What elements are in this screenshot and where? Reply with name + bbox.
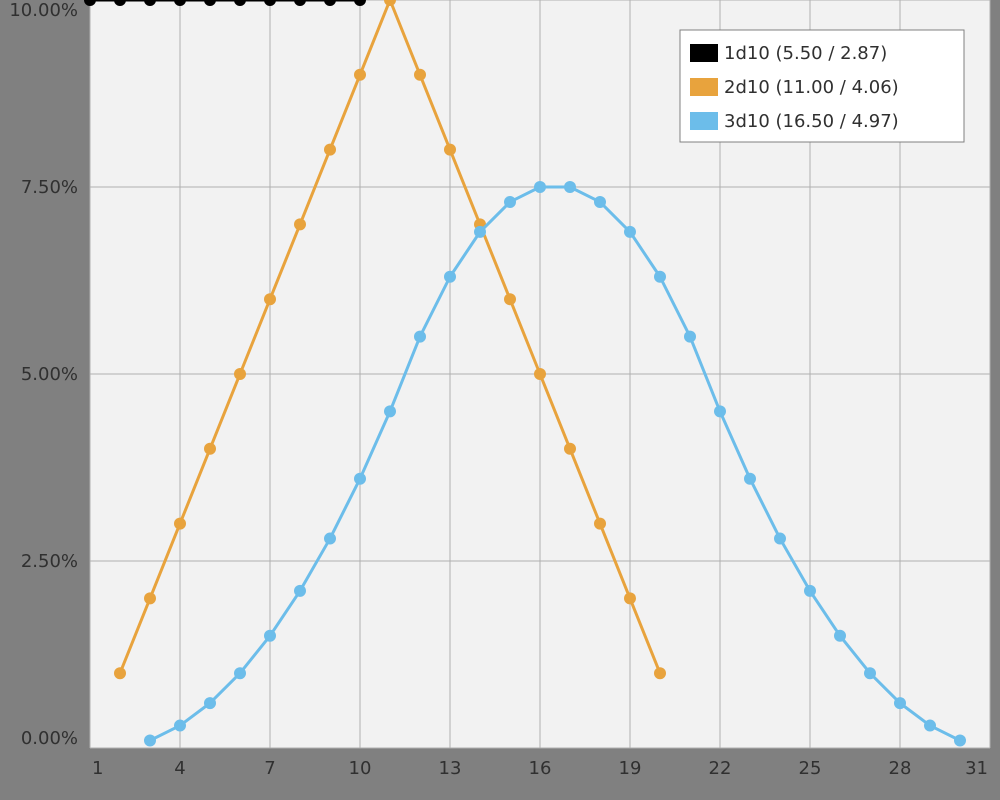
data-point <box>654 271 666 283</box>
data-point <box>294 218 306 230</box>
dice-probability-chart: 0.00% 2.50% 5.00% 7.50% 10.00% 1 4 7 10 13 16 19 22 2… <box>0 0 1000 800</box>
x-tick-label: 19 <box>619 758 642 779</box>
x-tick-label: 10 <box>349 758 372 779</box>
legend: 1d10 (5.50 / 2.87) 2d10 (11.00 / 4.06) 3d1… <box>680 30 964 142</box>
data-point <box>444 271 456 283</box>
data-point <box>324 144 336 156</box>
data-point <box>354 69 366 81</box>
x-tick-label: 7 <box>264 758 275 779</box>
x-tick-label: 4 <box>174 758 185 779</box>
data-point <box>414 331 426 343</box>
data-point <box>174 720 186 732</box>
data-point <box>744 473 756 485</box>
y-tick-label: 7.50% <box>21 177 78 198</box>
data-point <box>114 667 126 679</box>
data-point <box>714 405 726 417</box>
data-point <box>804 585 816 597</box>
x-tick-label: 31 <box>965 758 988 779</box>
x-tick-label: 25 <box>799 758 822 779</box>
data-point <box>654 667 666 679</box>
data-point <box>534 181 546 193</box>
legend-label: 1d10 (5.50 / 2.87) <box>724 43 887 64</box>
x-tick-label: 1 <box>92 758 103 779</box>
legend-swatch <box>690 44 718 62</box>
data-point <box>444 144 456 156</box>
data-point <box>144 735 156 747</box>
data-point <box>894 697 906 709</box>
data-point <box>204 443 216 455</box>
data-point <box>294 585 306 597</box>
y-tick-label: 10.00% <box>9 0 78 21</box>
data-point <box>594 518 606 530</box>
data-point <box>594 196 606 208</box>
data-point <box>624 592 636 604</box>
x-tick-label: 16 <box>529 758 552 779</box>
data-point <box>204 697 216 709</box>
x-tick-label: 22 <box>709 758 732 779</box>
data-point <box>864 667 876 679</box>
data-point <box>234 667 246 679</box>
legend-swatch <box>690 78 718 96</box>
y-tick-label: 5.00% <box>21 364 78 385</box>
data-point <box>564 443 576 455</box>
data-point <box>384 405 396 417</box>
data-point <box>924 720 936 732</box>
data-point <box>264 293 276 305</box>
legend-label: 3d10 (16.50 / 4.97) <box>724 111 899 132</box>
data-point <box>324 533 336 545</box>
data-point <box>174 518 186 530</box>
data-point <box>414 69 426 81</box>
y-tick-label: 2.50% <box>21 551 78 572</box>
data-point <box>144 592 156 604</box>
data-point <box>264 630 276 642</box>
data-point <box>504 293 516 305</box>
data-point <box>774 533 786 545</box>
data-point <box>504 196 516 208</box>
data-point <box>534 368 546 380</box>
y-tick-label: 0.00% <box>21 728 78 749</box>
legend-swatch <box>690 112 718 130</box>
x-tick-label: 28 <box>889 758 912 779</box>
x-tick-label: 13 <box>439 758 462 779</box>
data-point <box>234 368 246 380</box>
legend-label: 2d10 (11.00 / 4.06) <box>724 77 899 98</box>
data-point <box>954 735 966 747</box>
data-point <box>564 181 576 193</box>
data-point <box>624 226 636 238</box>
data-point <box>474 226 486 238</box>
data-point <box>354 473 366 485</box>
data-point <box>684 331 696 343</box>
data-point <box>834 630 846 642</box>
